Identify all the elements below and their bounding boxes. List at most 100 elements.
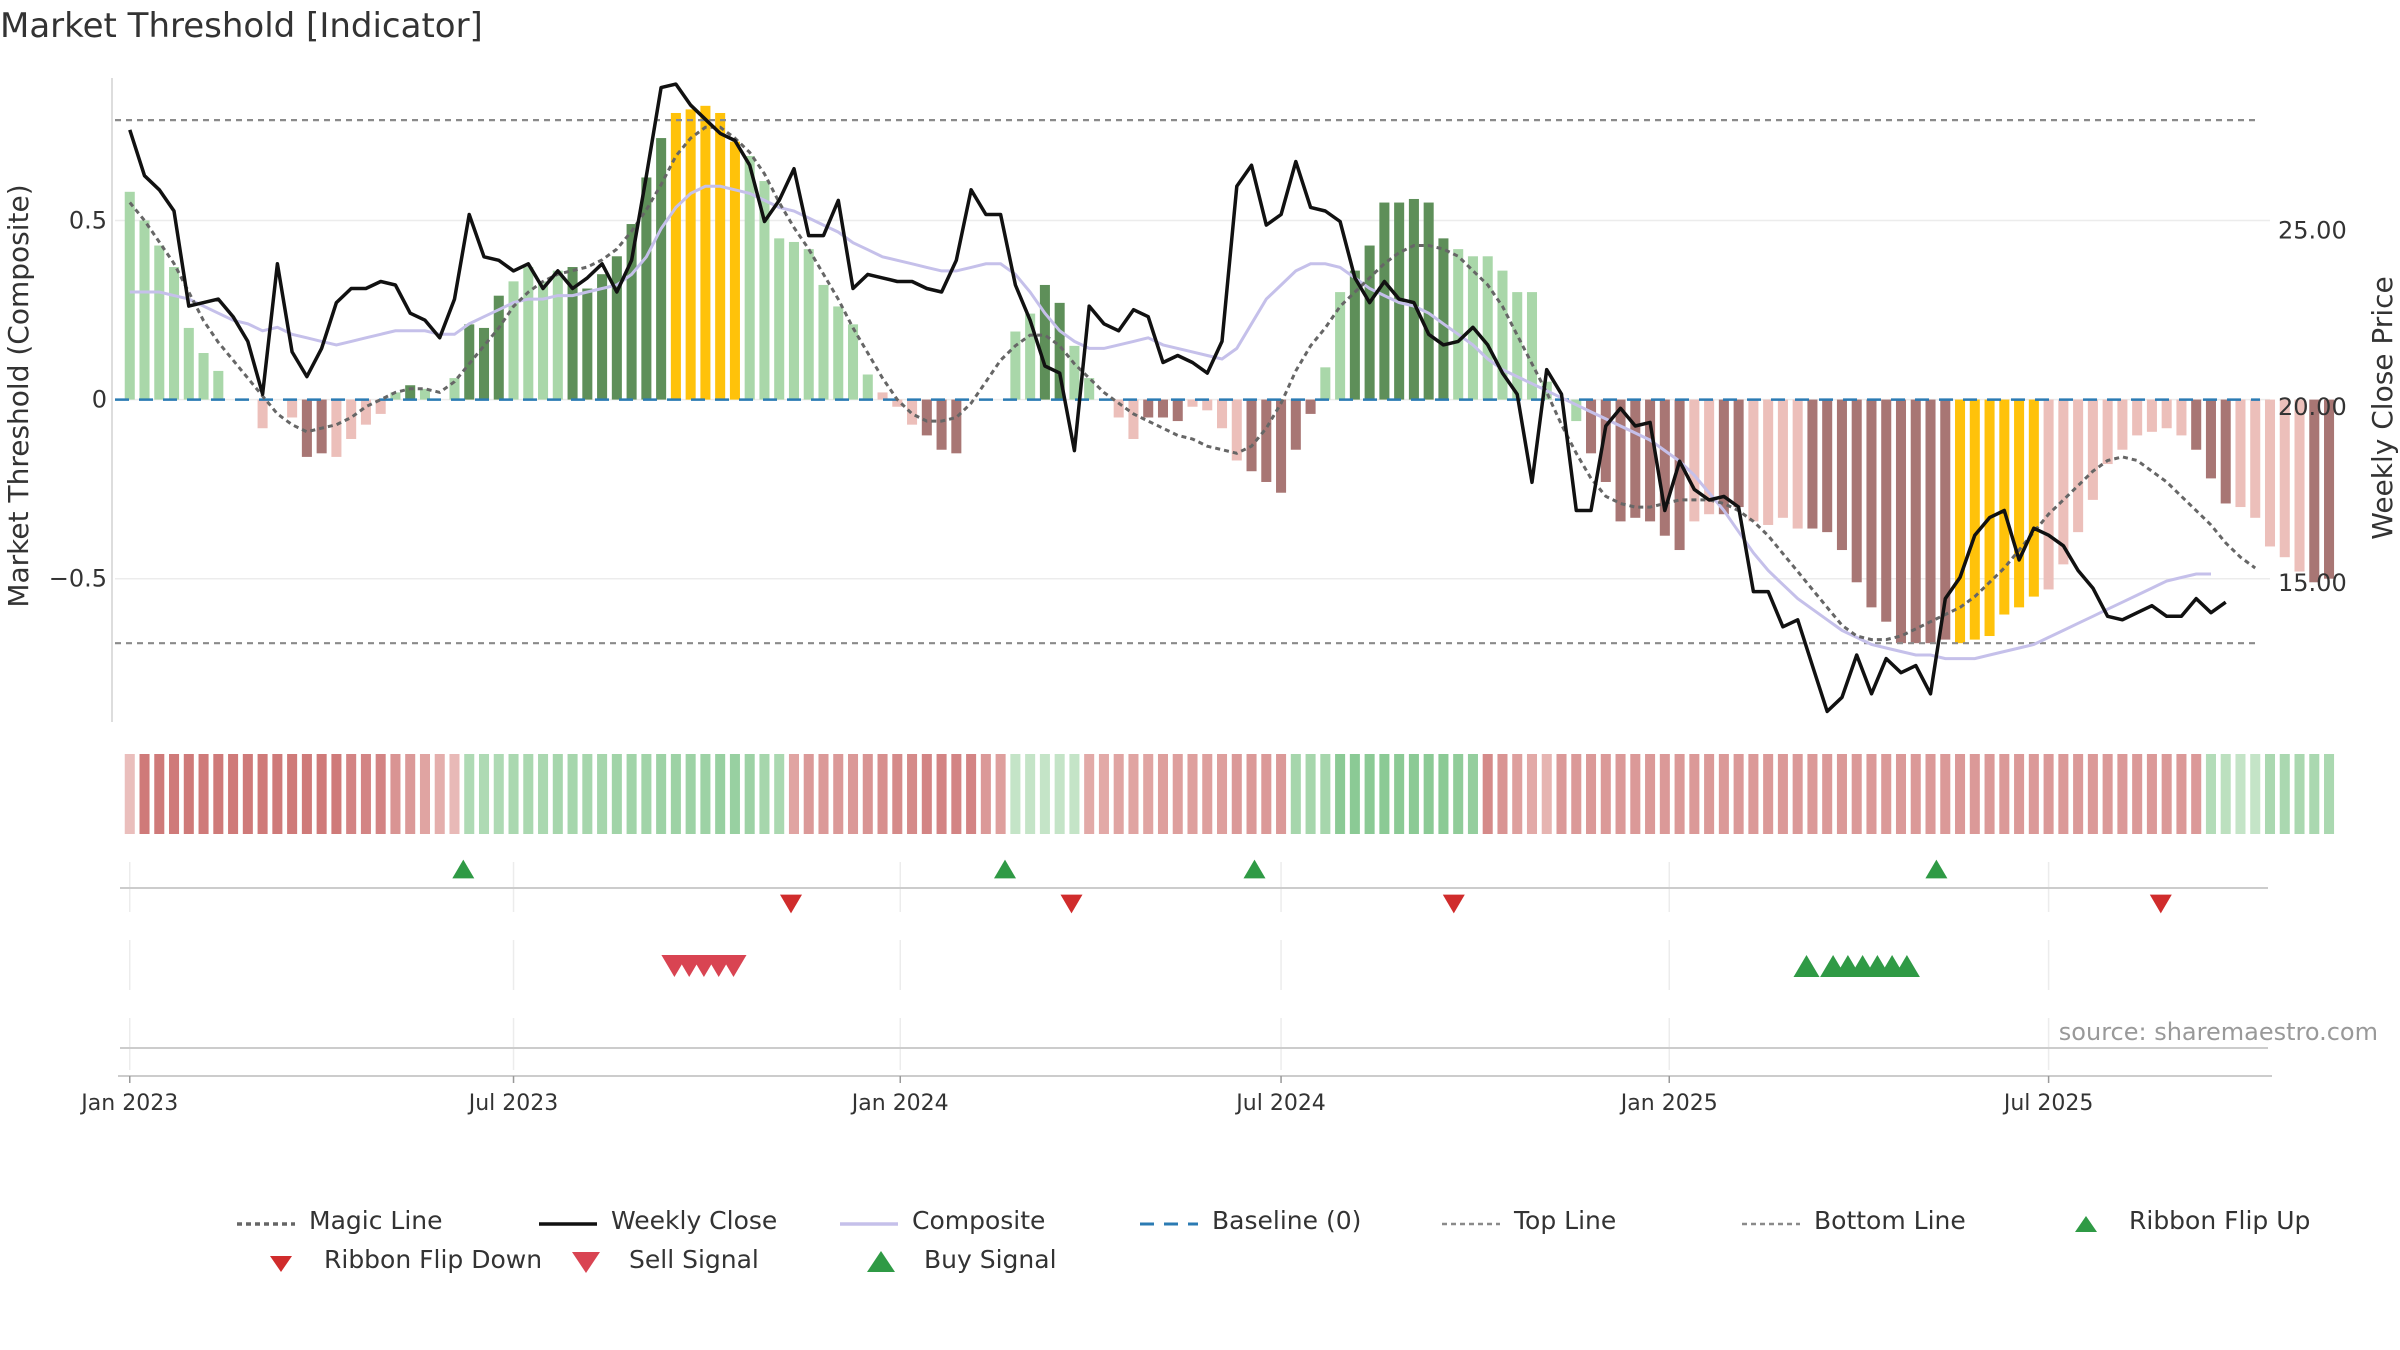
ribbon-cell: [1763, 754, 1774, 834]
composite-bar: [301, 399, 312, 457]
composite-bar: [1674, 399, 1685, 551]
composite-bar: [1039, 284, 1050, 400]
composite-bar: [154, 245, 165, 400]
ribbon-cell: [1010, 754, 1021, 834]
ribbon-cell: [2014, 754, 2025, 834]
ribbon-flip-down-marker: [1060, 894, 1083, 914]
composite-bar: [1084, 378, 1095, 400]
composite-bar: [1335, 292, 1346, 400]
composite-bar: [1615, 399, 1626, 522]
ribbon-cell: [1925, 754, 1936, 834]
ribbon-cell: [1955, 754, 1966, 834]
ribbon-cell: [1453, 754, 1464, 834]
composite-bar: [2205, 399, 2216, 479]
ribbon-cell: [1349, 754, 1360, 834]
composite-bar: [316, 399, 327, 454]
ribbon-cell: [1335, 754, 1346, 834]
composite-bar: [1364, 245, 1375, 400]
ribbon-cell: [2324, 754, 2335, 834]
composite-bar: [567, 267, 578, 400]
ribbon-cell: [2043, 754, 2054, 834]
ribbon-cell: [1408, 754, 1419, 834]
ribbon-cell: [257, 754, 268, 834]
composite-bar: [169, 267, 180, 400]
x-axis: Jan 2023 Jul 2023 Jan 2024 Jul 2024 Jan 2025…: [79, 1075, 2272, 1116]
composite-bar: [2250, 399, 2261, 518]
ribbon-cell: [213, 754, 224, 834]
composite-bar: [1438, 238, 1449, 400]
ribbon-cell: [419, 754, 430, 834]
ribbon-cell: [1999, 754, 2010, 834]
ribbon-flip-up-marker: [994, 859, 1016, 879]
ribbon-cell: [1202, 754, 1213, 834]
ribbon-cell: [1143, 754, 1154, 834]
composite-bar: [2279, 399, 2290, 558]
ribbon-cell: [1777, 754, 1788, 834]
ribbon-flip-up-marker: [1243, 859, 1266, 879]
y2-tick-label: 20.00: [2278, 393, 2347, 421]
ribbon-cell: [508, 754, 519, 834]
composite-bar: [936, 399, 947, 450]
ribbon-cell: [1512, 754, 1523, 834]
ribbon-cell: [1718, 754, 1729, 834]
composite-bar: [2087, 399, 2098, 500]
ribbon-cell: [2235, 754, 2246, 834]
signal-rows: [120, 859, 2268, 1070]
ribbon-cell: [493, 754, 504, 834]
composite-bar: [1955, 399, 1966, 644]
composite-bar: [1217, 399, 1228, 429]
ribbon-cell: [1305, 754, 1316, 834]
composite-bar: [1290, 399, 1301, 450]
ribbon-cell: [833, 754, 844, 834]
ribbon-cell: [715, 754, 726, 834]
composite-bar: [1630, 399, 1641, 518]
composite-bar: [670, 112, 681, 400]
composite-bar: [1763, 399, 1774, 525]
composite-bar: [626, 224, 637, 400]
ribbon-cell: [1984, 754, 1995, 834]
composite-bar: [833, 306, 844, 400]
y-tick-label: 0: [92, 386, 107, 414]
composite-bar: [523, 267, 534, 400]
ribbon-cell: [1231, 754, 1242, 834]
composite-bar: [2324, 399, 2335, 579]
composite-bar: [2028, 399, 2039, 597]
ribbon-cell: [729, 754, 740, 834]
ribbon-cell: [2176, 754, 2187, 834]
composite-bar: [360, 399, 371, 425]
ribbon-cell: [169, 754, 180, 834]
ribbon-cell: [1600, 754, 1611, 834]
ribbon-cell: [744, 754, 755, 834]
composite-bar: [1423, 202, 1434, 400]
composite-bar: [759, 181, 770, 400]
weekly-close-line: [128, 82, 2227, 714]
ribbon-cell: [154, 754, 165, 834]
composite-bar: [1836, 399, 1847, 551]
ribbon-cell: [2264, 754, 2276, 834]
composite-bar: [1497, 270, 1508, 400]
ribbon-cell: [641, 754, 652, 834]
ribbon-cell: [552, 754, 563, 834]
ribbon-cell: [788, 754, 799, 834]
ribbon-cell: [685, 754, 696, 834]
ribbon-cell: [1792, 754, 1803, 834]
y-tick-label: 0.5: [69, 206, 107, 234]
composite-bar: [1659, 399, 1670, 536]
ribbon-cell: [1836, 754, 1847, 834]
ribbon-cell: [567, 754, 578, 834]
composite-bar: [1969, 399, 1980, 640]
ribbon-cell: [375, 754, 386, 834]
composite-bar: [1305, 399, 1316, 414]
ribbon-cell: [2087, 754, 2098, 834]
ribbon-cell: [2205, 754, 2216, 834]
composite-bar: [1895, 399, 1907, 644]
ribbon-cell: [1187, 754, 1198, 834]
ribbon-cell: [980, 754, 991, 834]
ribbon-cell: [1689, 754, 1700, 834]
composite-bar: [1172, 399, 1183, 422]
ribbon-cell: [877, 754, 888, 834]
ribbon-cell: [390, 754, 401, 834]
composite-bar: [1261, 399, 1272, 482]
